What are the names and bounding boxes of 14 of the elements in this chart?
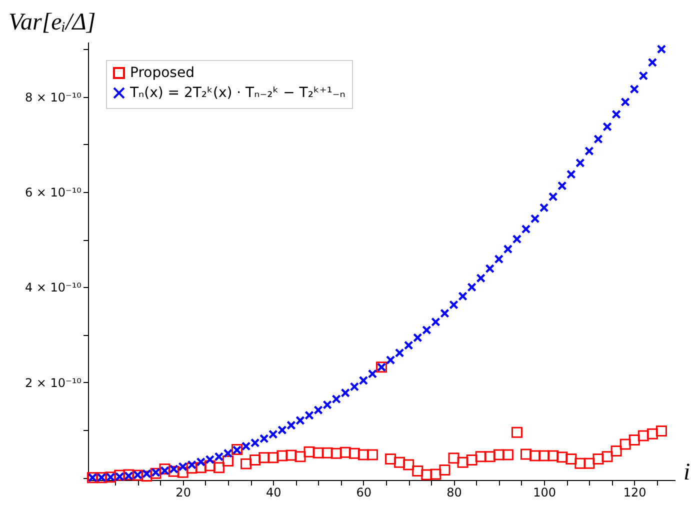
x-tick-label: 80 (446, 486, 462, 500)
x-tick-label: 60 (356, 486, 372, 500)
y-axis-title: Var[eᵢ/Δ] (8, 10, 96, 36)
x-tick-label: 120 (623, 486, 646, 500)
y-tick-label: 2 × 10⁻¹⁰ (24, 376, 82, 390)
legend-label: Proposed (130, 65, 194, 81)
x-tick-label: 20 (176, 486, 191, 500)
legend-label: Tₙ(x) = 2T₂ᵏ(x) · Tₙ₋₂ᵏ − T₂ᵏ⁺¹₋ₙ (129, 85, 346, 101)
x-tick-label: 40 (266, 486, 282, 500)
x-tick-label: 100 (533, 486, 556, 500)
y-tick-label: 8 × 10⁻¹⁰ (24, 90, 82, 104)
y-tick-label: 4 × 10⁻¹⁰ (24, 280, 82, 295)
y-tick-label: 6 × 10⁻¹⁰ (24, 185, 82, 200)
x-axis-title: i (684, 460, 690, 486)
